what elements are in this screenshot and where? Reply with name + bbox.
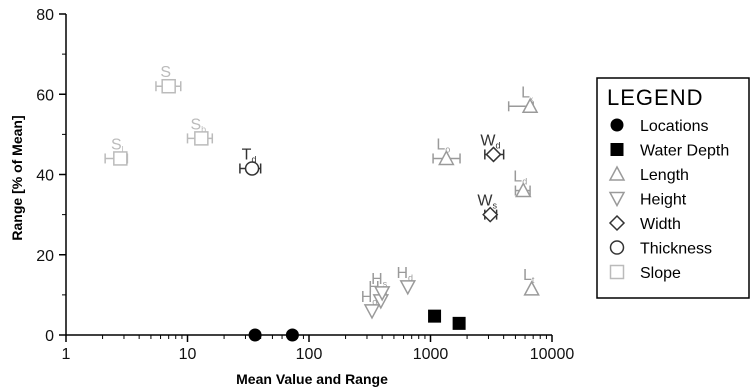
legend-label: Width (640, 216, 681, 233)
legend: LEGEND Locations Water Depth Length Height W… (596, 77, 750, 299)
series-thickness: Td (239, 146, 262, 176)
data-point (248, 328, 262, 342)
legend-item: Slope (609, 264, 681, 282)
data-point (373, 286, 391, 302)
point-label: Wd (480, 132, 500, 150)
legend-label: Locations (640, 118, 709, 135)
series-width: Wd Ws (477, 132, 505, 223)
point-label: Ho (361, 289, 378, 307)
data-point (428, 309, 442, 323)
point-label: Lo (436, 136, 450, 154)
point-label: Hd (396, 265, 413, 283)
legend-label: Thickness (640, 241, 712, 258)
y-tick-label: 40 (36, 168, 54, 185)
legend-item: Thickness (609, 240, 712, 258)
data-point (363, 304, 381, 320)
legend-label: Water Depth (640, 143, 729, 160)
x-tick-label: 1 (62, 346, 71, 363)
legend-label: Slope (640, 265, 681, 282)
point-label: Sl (111, 136, 124, 154)
data-point (523, 280, 540, 296)
legend-item: Height (608, 191, 687, 209)
data-point (485, 146, 502, 163)
point-label: S (160, 64, 171, 81)
series-locations (248, 328, 299, 342)
legend-marker (608, 191, 626, 208)
legend-title: LEGEND (607, 85, 703, 110)
legend-marker (609, 264, 625, 280)
x-tick-label: 10000 (530, 346, 575, 363)
legend-marker (610, 143, 624, 156)
legend-label: Height (640, 192, 687, 209)
data-point (244, 161, 260, 176)
legend-marker (608, 214, 626, 232)
legend-label: Length (640, 167, 689, 184)
x-axis-label: Mean Value and Range (236, 371, 388, 387)
series-slope: S Sb Sl (104, 64, 214, 166)
x-tick-label: 1000 (413, 346, 449, 363)
plot-area: LoLₓLdLtHmHdHsHoWdWsTdSSbSl (104, 64, 540, 342)
legend-marker (610, 118, 624, 132)
axes: 1 10 100 1000 10000 0 20 40 60 80 (36, 7, 574, 363)
data-point (113, 151, 128, 166)
y-tick-label: 20 (36, 248, 54, 265)
y-tick-label: 0 (45, 328, 54, 345)
data-point (515, 181, 532, 198)
legend-item: Width (608, 214, 681, 233)
y-axis-label: Range [% of Mean] (9, 115, 25, 240)
legend-item: Length (608, 165, 689, 184)
series-water-depth (428, 309, 466, 330)
point-label: Ws (477, 193, 497, 211)
point-label: Lt (523, 267, 535, 285)
data-point (285, 328, 299, 342)
point-label: Td (242, 146, 257, 164)
point-label: Sb (191, 116, 207, 134)
y-tick-label: 80 (36, 7, 54, 24)
point-label: Lₓ (521, 84, 533, 102)
data-point (482, 206, 499, 223)
data-point (452, 316, 466, 330)
legend-box (596, 77, 750, 299)
legend-marker (608, 165, 626, 181)
legend-item: Water Depth (610, 143, 729, 160)
point-label: Ld (513, 169, 527, 187)
legend-marker (609, 240, 625, 255)
data-point (399, 280, 417, 296)
point-label: Hs (371, 271, 388, 289)
x-tick-label: 100 (296, 346, 323, 363)
y-tick-label: 60 (36, 87, 54, 104)
data-point (194, 131, 209, 146)
legend-item: Locations (610, 118, 709, 135)
data-point (521, 97, 539, 114)
x-tick-label: 10 (179, 346, 197, 363)
series-height: HmHdHsHo (361, 265, 417, 320)
data-point (438, 149, 455, 166)
series-length: Lo Lₓ Ld Lt (432, 84, 540, 296)
data-point (161, 78, 176, 94)
